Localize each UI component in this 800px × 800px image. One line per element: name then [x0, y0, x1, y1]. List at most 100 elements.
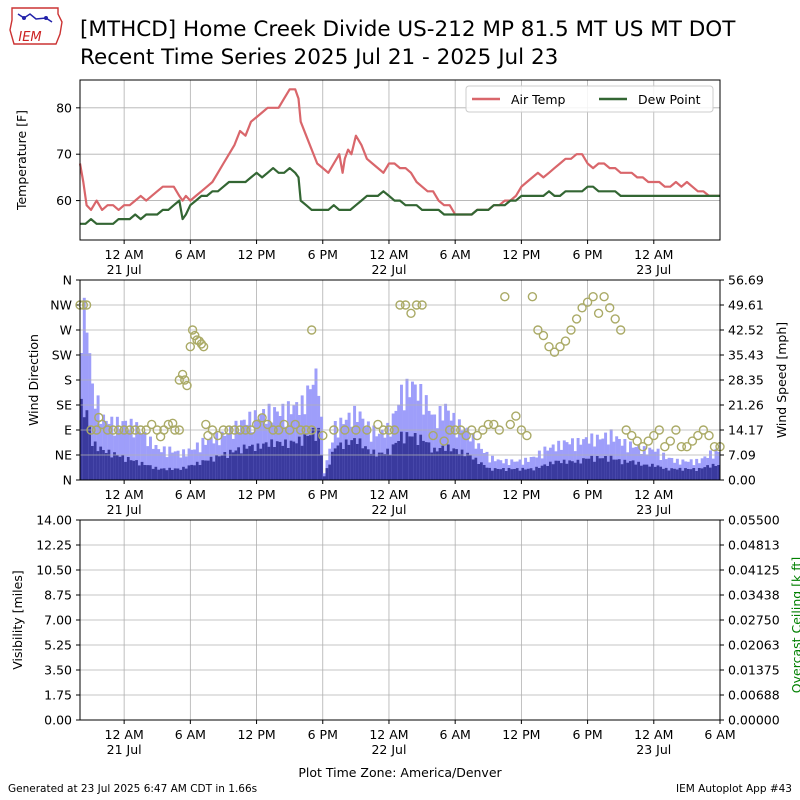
wind-speed-bar	[342, 449, 346, 480]
wind-speed-bar	[85, 410, 89, 480]
wind-direction-point	[146, 419, 157, 430]
wind-gust-bar	[485, 451, 489, 480]
wind-speed-bar	[598, 458, 602, 480]
wind-speed-bar	[709, 467, 712, 480]
ceiling-ytick-label: 0.04125	[728, 563, 780, 578]
wind-speed-bar	[664, 467, 668, 480]
wind-direction-point	[621, 425, 631, 435]
wind-speed-bar	[140, 461, 144, 480]
wind-direction-point	[605, 303, 615, 313]
wind-direction-point	[351, 425, 361, 435]
wind-direction-point	[182, 380, 192, 391]
wind-speed-bar	[700, 468, 704, 480]
wind-gust-bar	[309, 389, 312, 480]
wind-gust-bar	[491, 455, 494, 480]
wind-speed-bar	[411, 436, 414, 480]
wind-speed-tick-label: 21.26	[728, 398, 764, 413]
wind-speed-bar	[562, 459, 566, 480]
wind-gust-bar	[433, 414, 437, 480]
wind-speed-bar	[333, 448, 337, 480]
wind-gust-bar	[104, 420, 108, 480]
temp-xtick-label: 12 AM	[369, 247, 408, 262]
wind-gust-bar	[504, 458, 508, 480]
wind-gust-bar	[118, 429, 122, 480]
wind-speed-bar	[353, 438, 357, 480]
wind-direction-point	[687, 436, 698, 446]
wind-direction-point	[560, 336, 571, 346]
wind-speed-bar	[132, 460, 136, 480]
wind-gust-bar	[634, 447, 638, 480]
wind-gust-bar	[463, 428, 467, 480]
wind-direction-point	[329, 425, 339, 435]
wind-direction-point	[180, 375, 190, 385]
wind-speed-bar	[446, 444, 450, 480]
wind-direction-point	[196, 339, 207, 349]
wind-gust-bar	[477, 443, 481, 480]
wind-gust-bar	[532, 456, 536, 480]
wind-speed-bar	[449, 451, 453, 480]
wind-speed-bar	[540, 465, 544, 480]
wind-direction-point	[318, 430, 328, 441]
wind-direction-point	[251, 419, 262, 430]
wind-gust-bar	[314, 368, 318, 480]
wind-direction-point	[177, 369, 188, 380]
wind-direction-point	[201, 419, 211, 430]
wind-gust-bar	[129, 418, 133, 480]
wind-gust-bar	[537, 450, 541, 480]
wind-gust-bar	[320, 416, 323, 480]
wind-direction-point	[638, 442, 648, 452]
wind-speed-bar	[609, 455, 613, 480]
wind-speed-bar	[623, 459, 627, 480]
wind-speed-bar	[513, 469, 517, 480]
temp-xtick-label: 12 PM	[237, 247, 275, 262]
wind-speed-bar	[275, 441, 279, 480]
wind-speed-bar	[582, 458, 586, 480]
wind-direction-point	[373, 419, 383, 430]
wind-speed-bar	[212, 461, 216, 480]
wind-direction-point	[533, 325, 543, 335]
wind-gust-bar	[709, 450, 712, 480]
wind-direction-point	[516, 425, 527, 435]
wind-gust-bar	[413, 384, 417, 480]
wind-direction-point	[704, 430, 714, 441]
wind-speed-bar	[389, 454, 392, 480]
wind-direction-point	[456, 425, 466, 435]
vis-xtick-date: 23 Jul	[636, 742, 671, 757]
wind-speed-bar	[231, 452, 235, 480]
wind-xtick-label: 12 AM	[369, 487, 408, 502]
ceiling-ytick-label: 0.00000	[728, 713, 780, 728]
wind-dir-tick-label: N	[63, 473, 72, 488]
wind-direction-point	[494, 425, 504, 435]
wind-speed-bar	[317, 427, 321, 480]
wind-speed-bar	[662, 468, 666, 480]
wind-speed-bar	[256, 443, 260, 480]
wind-speed-bar	[289, 440, 293, 480]
wind-gust-bar	[82, 297, 86, 480]
wind-speed-bar	[438, 448, 442, 480]
wind-speed-bar	[629, 461, 632, 480]
wind-speed-bar	[593, 461, 597, 480]
wind-gust-bar	[187, 448, 191, 480]
wind-direction-point	[378, 425, 389, 435]
wind-direction-point	[489, 419, 499, 430]
wind-speed-bar	[248, 446, 252, 480]
wind-speed-tick-label: 28.35	[728, 373, 764, 388]
wind-speed-bar	[273, 447, 277, 480]
wind-gust-bar	[419, 384, 423, 480]
legend-box	[465, 85, 714, 113]
wind-speed-bar	[171, 470, 174, 480]
wind-direction-point	[81, 300, 92, 310]
wind-speed-bar	[264, 442, 268, 480]
wind-direction-point	[307, 425, 317, 435]
wind-gust-bar	[267, 403, 271, 480]
wind-speed-bar	[471, 459, 475, 480]
wind-direction-point	[610, 314, 620, 324]
chart-subtitle: Recent Time Series 2025 Jul 21 - 2025 Ju…	[80, 45, 559, 70]
ceiling-ytick-label: 0.00688	[728, 688, 780, 703]
wind-direction-point	[108, 425, 118, 435]
wind-direction-point	[235, 425, 245, 435]
wind-speed-bar	[168, 467, 172, 480]
wind-gust-bar	[648, 447, 652, 480]
wind-speed-bar	[173, 468, 177, 480]
wind-speed-bar	[91, 446, 94, 480]
